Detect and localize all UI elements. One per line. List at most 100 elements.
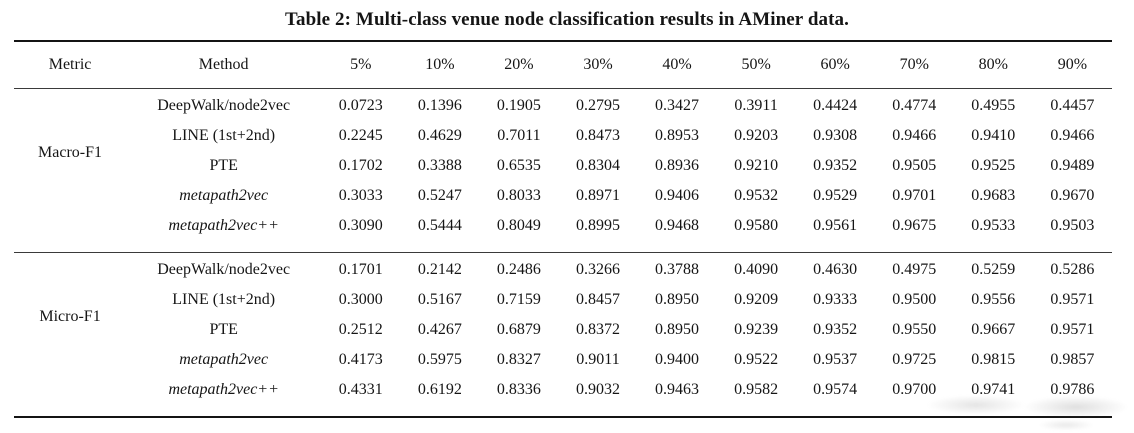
score-value: 0.5975: [417, 350, 462, 368]
method-name: metapath2vec: [179, 350, 269, 368]
score-value: 0.9571: [1050, 290, 1095, 308]
score-value: 0.1702: [338, 156, 383, 174]
score-value: 0.9352: [813, 156, 858, 174]
column-header-40-: 40%: [662, 55, 692, 73]
score-value: 0.4331: [338, 380, 383, 398]
table-head: Metric Method 5% 10% 20% 30% 40% 50% 60% 70% 80% 90…: [14, 41, 1112, 88]
score-value: 0.7011: [497, 126, 541, 144]
score-value: 0.8372: [575, 320, 620, 338]
score-value: 0.8950: [655, 320, 700, 338]
score-value: 0.9670: [1050, 186, 1095, 204]
score-value: 0.9582: [734, 380, 779, 398]
score-value: 0.2142: [417, 260, 462, 278]
score-value: 0.8457: [575, 290, 620, 308]
score-value: 0.2245: [338, 126, 383, 144]
score-value: 0.8304: [575, 156, 620, 174]
table-row: metapath2vec++ 0.3090 0.5444 0.8049 0.8995 0.…: [14, 211, 1112, 253]
table-row: LINE (1st+2nd) 0.3000 0.5167 0.7159 0.8457 0.…: [14, 285, 1112, 315]
score-value: 0.9503: [1050, 216, 1095, 234]
score-value: 0.3427: [655, 96, 700, 114]
score-value: 0.2486: [496, 260, 541, 278]
score-value: 0.3388: [417, 156, 462, 174]
method-name: LINE (1st+2nd): [172, 290, 276, 308]
score-value: 0.9505: [892, 156, 937, 174]
score-value: 0.5259: [971, 260, 1016, 278]
score-value: 0.2795: [575, 96, 620, 114]
score-value: 0.4975: [892, 260, 937, 278]
score-value: 0.9489: [1050, 156, 1095, 174]
score-value: 0.9550: [892, 320, 937, 338]
method-name: metapath2vec++: [168, 216, 279, 234]
score-value: 0.1396: [417, 96, 462, 114]
score-value: 0.4955: [971, 96, 1016, 114]
score-value: 0.3033: [338, 186, 383, 204]
score-value: 0.4090: [734, 260, 779, 278]
table-row: PTE 0.1702 0.3388 0.6535 0.8304 0.8936 0.9210 0…: [14, 151, 1112, 181]
column-header-method: Method: [198, 55, 249, 73]
column-header-20-: 20%: [504, 55, 534, 73]
score-value: 0.4629: [417, 126, 462, 144]
score-value: 0.9683: [971, 186, 1016, 204]
score-value: 0.8953: [655, 126, 700, 144]
score-value: 0.9701: [892, 186, 937, 204]
method-name: metapath2vec: [179, 186, 269, 204]
score-value: 0.8473: [575, 126, 620, 144]
method-name: metapath2vec++: [168, 380, 279, 398]
score-value: 0.9406: [655, 186, 700, 204]
table-row: metapath2vec++ 0.4331 0.6192 0.8336 0.9032 0.…: [14, 375, 1112, 417]
score-value: 0.9571: [1050, 320, 1095, 338]
score-value: 0.1701: [338, 260, 383, 278]
score-value: 0.9011: [576, 350, 620, 368]
metric-group-micro-f1: Micro-F1 DeepWalk/node2vec 0.1701 0.2142 0.2…: [14, 252, 1112, 417]
score-value: 0.9500: [892, 290, 937, 308]
score-value: 0.9857: [1050, 350, 1095, 368]
method-name: DeepWalk/node2vec: [157, 96, 291, 114]
score-value: 0.9400: [655, 350, 700, 368]
score-value: 0.9203: [734, 126, 779, 144]
score-value: 0.9741: [971, 380, 1016, 398]
score-value: 0.9463: [655, 380, 700, 398]
method-name: LINE (1st+2nd): [172, 126, 276, 144]
score-value: 0.9239: [734, 320, 779, 338]
metric-label-text: Micro-F1: [39, 308, 101, 325]
table-row: Macro-F1 DeepWalk/node2vec 0.0723 0.1396 0.1…: [14, 88, 1112, 162]
table-row: LINE (1st+2nd) 0.2245 0.4629 0.7011 0.8473 0.…: [14, 121, 1112, 151]
score-value: 0.5286: [1050, 260, 1095, 278]
score-value: 0.9667: [971, 320, 1016, 338]
score-value: 0.8336: [496, 380, 541, 398]
score-value: 0.9525: [971, 156, 1016, 174]
metric-label: Micro-F1: [14, 252, 126, 417]
score-value: 0.3266: [575, 260, 620, 278]
score-value: 0.9815: [971, 350, 1016, 368]
score-value: 0.9700: [892, 380, 937, 398]
method-name: DeepWalk/node2vec: [157, 260, 291, 278]
score-value: 0.9556: [971, 290, 1016, 308]
score-value: 0.9561: [813, 216, 858, 234]
score-value: 0.5167: [417, 290, 462, 308]
score-value: 0.4630: [813, 260, 858, 278]
score-value: 0.9675: [892, 216, 937, 234]
score-value: 0.9725: [892, 350, 937, 368]
score-value: 0.3090: [338, 216, 383, 234]
score-value: 0.9529: [813, 186, 858, 204]
column-header-50-: 50%: [741, 55, 771, 73]
score-value: 0.3000: [338, 290, 383, 308]
table-row: PTE 0.2512 0.4267 0.6879 0.8372 0.8950 0.9239 0…: [14, 315, 1112, 345]
score-value: 0.9580: [734, 216, 779, 234]
score-value: 0.6879: [496, 320, 541, 338]
score-value: 0.8971: [575, 186, 620, 204]
score-value: 0.5247: [417, 186, 462, 204]
column-header-70-: 70%: [899, 55, 929, 73]
table-row: metapath2vec 0.3033 0.5247 0.8033 0.8971 0.94…: [14, 181, 1112, 211]
metric-label-text: Macro-F1: [38, 144, 103, 161]
table-header-row: Metric Method 5% 10% 20% 30% 40% 50% 60% 70% 80% 90…: [14, 41, 1112, 88]
score-value: 0.4457: [1050, 96, 1095, 114]
score-value: 0.9352: [813, 320, 858, 338]
column-header-80-: 80%: [978, 55, 1008, 73]
method-name: PTE: [209, 156, 238, 174]
column-header-metric: Metric: [48, 55, 92, 73]
score-value: 0.4267: [417, 320, 462, 338]
score-value: 0.9466: [892, 126, 937, 144]
score-value: 0.7159: [496, 290, 541, 308]
score-value: 0.9537: [813, 350, 858, 368]
